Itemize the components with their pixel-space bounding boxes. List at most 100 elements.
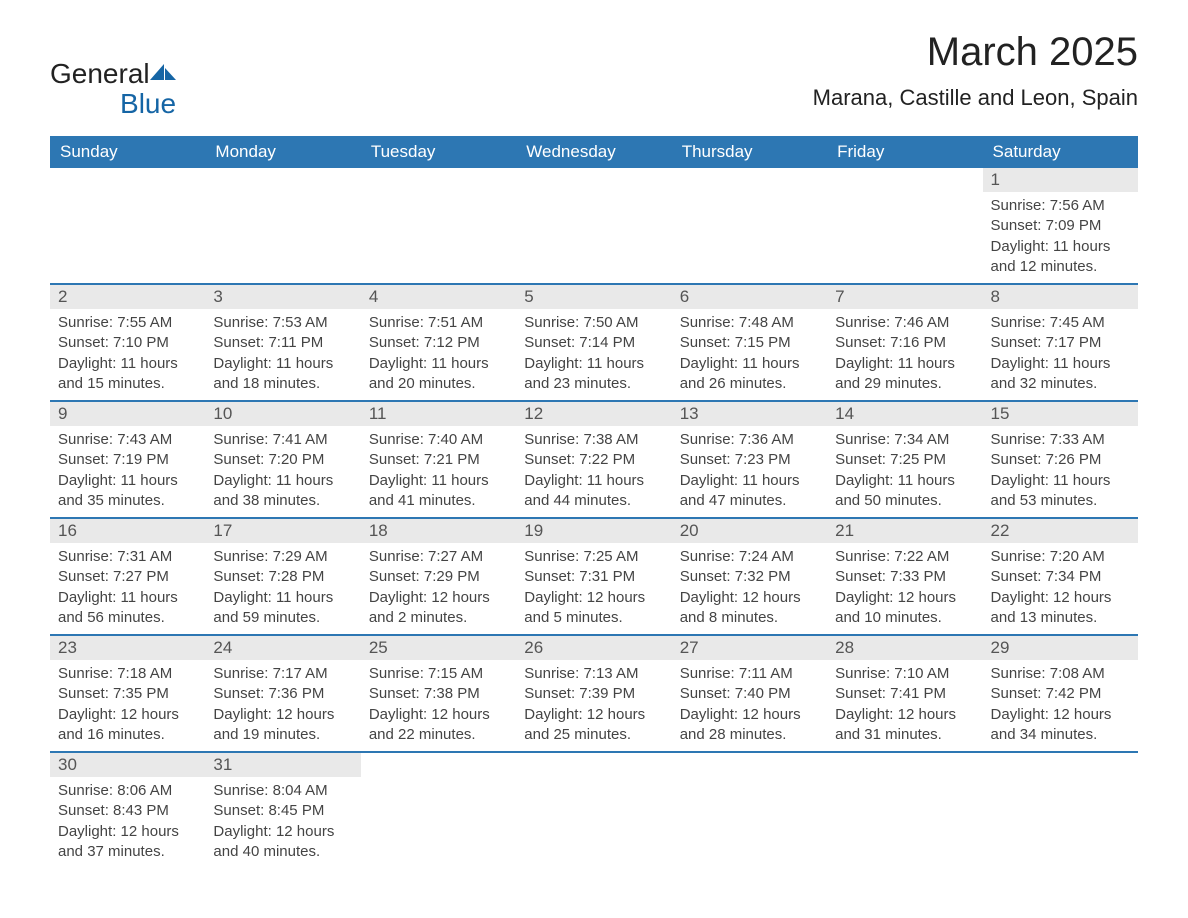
day-details: Sunrise: 7:33 AMSunset: 7:26 PMDaylight:… xyxy=(983,426,1138,517)
calendar-cell-day-7: 7Sunrise: 7:46 AMSunset: 7:16 PMDaylight… xyxy=(827,285,982,400)
sunset-line: Sunset: 7:35 PM xyxy=(58,684,197,704)
daylight-line: Daylight: 12 hours and 22 minutes. xyxy=(369,705,508,746)
daylight-line: Daylight: 11 hours and 53 minutes. xyxy=(991,471,1130,512)
calendar-cell-empty: . xyxy=(205,168,360,283)
calendar-cell-day-1: 1Sunrise: 7:56 AMSunset: 7:09 PMDaylight… xyxy=(983,168,1138,283)
sunrise-line: Sunrise: 7:15 AM xyxy=(369,664,508,684)
day-number: 30 xyxy=(50,753,205,777)
calendar-header-row: SundayMondayTuesdayWednesdayThursdayFrid… xyxy=(50,136,1138,168)
sunrise-line: Sunrise: 8:04 AM xyxy=(213,781,352,801)
day-details: Sunrise: 7:11 AMSunset: 7:40 PMDaylight:… xyxy=(672,660,827,751)
calendar-cell-day-24: 24Sunrise: 7:17 AMSunset: 7:36 PMDayligh… xyxy=(205,636,360,751)
sunrise-line: Sunrise: 7:48 AM xyxy=(680,313,819,333)
sunrise-line: Sunrise: 7:46 AM xyxy=(835,313,974,333)
daylight-line: Daylight: 11 hours and 38 minutes. xyxy=(213,471,352,512)
daylight-line: Daylight: 11 hours and 23 minutes. xyxy=(524,354,663,395)
day-details: Sunrise: 7:20 AMSunset: 7:34 PMDaylight:… xyxy=(983,543,1138,634)
sunrise-line: Sunrise: 8:06 AM xyxy=(58,781,197,801)
day-number: 25 xyxy=(361,636,516,660)
day-details: Sunrise: 7:31 AMSunset: 7:27 PMDaylight:… xyxy=(50,543,205,634)
daylight-line: Daylight: 12 hours and 34 minutes. xyxy=(991,705,1130,746)
daylight-line: Daylight: 11 hours and 50 minutes. xyxy=(835,471,974,512)
daylight-line: Daylight: 12 hours and 5 minutes. xyxy=(524,588,663,629)
daylight-line: Daylight: 11 hours and 41 minutes. xyxy=(369,471,508,512)
calendar: SundayMondayTuesdayWednesdayThursdayFrid… xyxy=(50,136,1138,868)
calendar-cell-day-3: 3Sunrise: 7:53 AMSunset: 7:11 PMDaylight… xyxy=(205,285,360,400)
calendar-week: 2Sunrise: 7:55 AMSunset: 7:10 PMDaylight… xyxy=(50,283,1138,400)
calendar-cell-day-4: 4Sunrise: 7:51 AMSunset: 7:12 PMDaylight… xyxy=(361,285,516,400)
calendar-cell-empty: . xyxy=(672,753,827,868)
daylight-line: Daylight: 11 hours and 12 minutes. xyxy=(991,237,1130,278)
calendar-week: 9Sunrise: 7:43 AMSunset: 7:19 PMDaylight… xyxy=(50,400,1138,517)
calendar-week: ......1Sunrise: 7:56 AMSunset: 7:09 PMDa… xyxy=(50,168,1138,283)
day-number: 8 xyxy=(983,285,1138,309)
day-details: Sunrise: 7:34 AMSunset: 7:25 PMDaylight:… xyxy=(827,426,982,517)
sunset-line: Sunset: 7:21 PM xyxy=(369,450,508,470)
sunset-line: Sunset: 7:42 PM xyxy=(991,684,1130,704)
day-number: 6 xyxy=(672,285,827,309)
sunset-line: Sunset: 7:10 PM xyxy=(58,333,197,353)
sunset-line: Sunset: 8:43 PM xyxy=(58,801,197,821)
sunset-line: Sunset: 7:17 PM xyxy=(991,333,1130,353)
day-number: 27 xyxy=(672,636,827,660)
sunrise-line: Sunrise: 7:25 AM xyxy=(524,547,663,567)
sunset-line: Sunset: 7:16 PM xyxy=(835,333,974,353)
calendar-cell-day-26: 26Sunrise: 7:13 AMSunset: 7:39 PMDayligh… xyxy=(516,636,671,751)
day-number: 24 xyxy=(205,636,360,660)
day-number: 18 xyxy=(361,519,516,543)
calendar-cell-day-2: 2Sunrise: 7:55 AMSunset: 7:10 PMDaylight… xyxy=(50,285,205,400)
day-number: 23 xyxy=(50,636,205,660)
sunrise-line: Sunrise: 7:50 AM xyxy=(524,313,663,333)
calendar-cell-day-14: 14Sunrise: 7:34 AMSunset: 7:25 PMDayligh… xyxy=(827,402,982,517)
sunset-line: Sunset: 7:19 PM xyxy=(58,450,197,470)
sunset-line: Sunset: 7:28 PM xyxy=(213,567,352,587)
sunset-line: Sunset: 7:38 PM xyxy=(369,684,508,704)
daylight-line: Daylight: 11 hours and 29 minutes. xyxy=(835,354,974,395)
calendar-cell-empty: . xyxy=(983,753,1138,868)
sunrise-line: Sunrise: 7:18 AM xyxy=(58,664,197,684)
day-number: 28 xyxy=(827,636,982,660)
daylight-line: Daylight: 11 hours and 44 minutes. xyxy=(524,471,663,512)
day-details: Sunrise: 7:40 AMSunset: 7:21 PMDaylight:… xyxy=(361,426,516,517)
daylight-line: Daylight: 12 hours and 25 minutes. xyxy=(524,705,663,746)
day-details: Sunrise: 7:51 AMSunset: 7:12 PMDaylight:… xyxy=(361,309,516,400)
calendar-cell-empty: . xyxy=(361,168,516,283)
sunset-line: Sunset: 7:41 PM xyxy=(835,684,974,704)
calendar-cell-day-31: 31Sunrise: 8:04 AMSunset: 8:45 PMDayligh… xyxy=(205,753,360,868)
day-details: Sunrise: 7:13 AMSunset: 7:39 PMDaylight:… xyxy=(516,660,671,751)
day-details: Sunrise: 7:25 AMSunset: 7:31 PMDaylight:… xyxy=(516,543,671,634)
sunrise-line: Sunrise: 7:20 AM xyxy=(991,547,1130,567)
daylight-line: Daylight: 11 hours and 35 minutes. xyxy=(58,471,197,512)
daylight-line: Daylight: 12 hours and 31 minutes. xyxy=(835,705,974,746)
day-details: Sunrise: 7:08 AMSunset: 7:42 PMDaylight:… xyxy=(983,660,1138,751)
daylight-line: Daylight: 12 hours and 2 minutes. xyxy=(369,588,508,629)
daylight-line: Daylight: 12 hours and 16 minutes. xyxy=(58,705,197,746)
day-details: Sunrise: 7:22 AMSunset: 7:33 PMDaylight:… xyxy=(827,543,982,634)
sunrise-line: Sunrise: 7:40 AM xyxy=(369,430,508,450)
sunset-line: Sunset: 7:20 PM xyxy=(213,450,352,470)
calendar-cell-day-6: 6Sunrise: 7:48 AMSunset: 7:15 PMDaylight… xyxy=(672,285,827,400)
sunrise-line: Sunrise: 7:36 AM xyxy=(680,430,819,450)
sunrise-line: Sunrise: 7:08 AM xyxy=(991,664,1130,684)
day-details: Sunrise: 7:41 AMSunset: 7:20 PMDaylight:… xyxy=(205,426,360,517)
day-details: Sunrise: 8:04 AMSunset: 8:45 PMDaylight:… xyxy=(205,777,360,868)
daylight-line: Daylight: 11 hours and 32 minutes. xyxy=(991,354,1130,395)
sunrise-line: Sunrise: 7:41 AM xyxy=(213,430,352,450)
sunset-line: Sunset: 7:40 PM xyxy=(680,684,819,704)
calendar-cell-day-23: 23 Sunrise: 7:18 AMSunset: 7:35 PMDayligh… xyxy=(50,636,205,751)
sunset-line: Sunset: 7:25 PM xyxy=(835,450,974,470)
calendar-cell-day-29: 29Sunrise: 7:08 AMSunset: 7:42 PMDayligh… xyxy=(983,636,1138,751)
day-number: 13 xyxy=(672,402,827,426)
day-details: Sunrise: 7:46 AMSunset: 7:16 PMDaylight:… xyxy=(827,309,982,400)
weekday-header-saturday: Saturday xyxy=(983,136,1138,168)
day-number: 12 xyxy=(516,402,671,426)
sunrise-line: Sunrise: 7:24 AM xyxy=(680,547,819,567)
day-details: Sunrise: 7:50 AMSunset: 7:14 PMDaylight:… xyxy=(516,309,671,400)
calendar-cell-day-30: 30Sunrise: 8:06 AMSunset: 8:43 PMDayligh… xyxy=(50,753,205,868)
sunrise-line: Sunrise: 7:10 AM xyxy=(835,664,974,684)
daylight-line: Daylight: 12 hours and 28 minutes. xyxy=(680,705,819,746)
sunset-line: Sunset: 7:09 PM xyxy=(991,216,1130,236)
daylight-line: Daylight: 12 hours and 8 minutes. xyxy=(680,588,819,629)
day-details: Sunrise: 7:17 AMSunset: 7:36 PMDaylight:… xyxy=(205,660,360,751)
calendar-week: 23Sunrise: 7:18 AMSunset: 7:35 PMDayligh… xyxy=(50,634,1138,751)
